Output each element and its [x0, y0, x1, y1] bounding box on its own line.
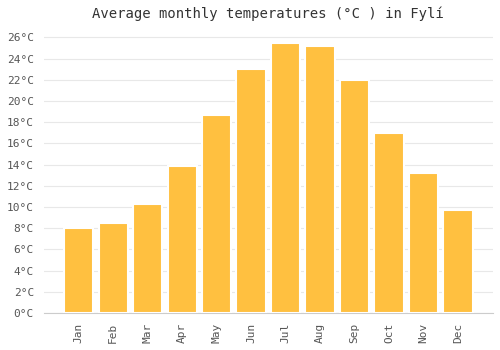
Bar	[236, 69, 266, 313]
Bar	[202, 115, 232, 313]
Bar	[340, 80, 369, 313]
Bar	[168, 166, 197, 313]
Bar	[133, 204, 162, 313]
Bar	[374, 133, 404, 313]
Bar	[98, 223, 128, 313]
Bar	[444, 210, 472, 313]
Bar	[409, 173, 438, 313]
Bar	[306, 46, 334, 313]
Bar	[271, 43, 300, 313]
Bar	[64, 228, 94, 313]
Title: Average monthly temperatures (°C ) in Fylí: Average monthly temperatures (°C ) in Fy…	[92, 7, 444, 21]
